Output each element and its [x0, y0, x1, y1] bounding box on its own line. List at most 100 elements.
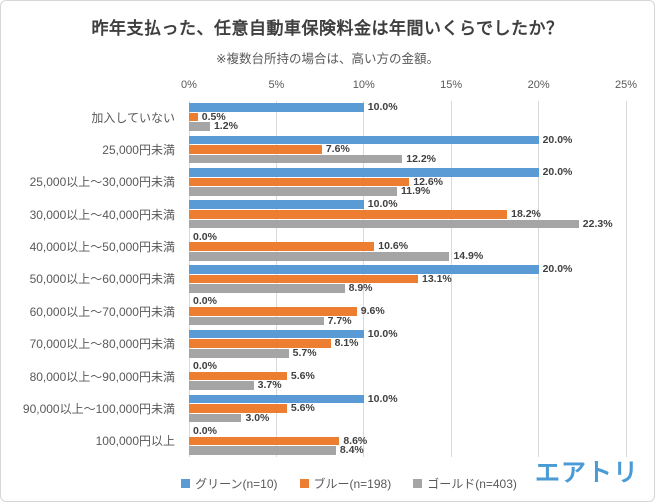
bar-value-label: 9.6%	[360, 305, 385, 318]
bar-value-label: 22.3%	[582, 217, 613, 230]
bar-value-label: 7.7%	[327, 314, 352, 327]
category-label: 100,000円以上	[95, 434, 175, 449]
bar-row: 10.0%	[189, 101, 626, 114]
legend-label: グリーン(n=10)	[195, 477, 278, 491]
bar-value-label: 0.0%	[193, 360, 217, 373]
bar	[189, 284, 345, 293]
bar	[189, 329, 364, 339]
legend-swatch	[299, 479, 309, 488]
bar-row: 0.0%	[189, 424, 626, 437]
bar-row: 20.0%	[189, 264, 626, 274]
bar-group: 10.0% 8.1% 5.7%	[189, 328, 626, 360]
bar-row: 3.0%	[189, 411, 626, 424]
bar	[189, 316, 324, 326]
bar-value-label: 10.0%	[367, 198, 398, 211]
bar-group: 0.0% 8.6% 8.4%	[189, 425, 626, 457]
x-axis-tick-label: 15%	[440, 79, 463, 91]
bar-value-label: 5.6%	[290, 402, 315, 415]
legend: グリーン(n=10) ブルー(n=198) ゴールド(n=403)	[129, 475, 569, 492]
bar-group: 20.0% 7.6% 12.2%	[189, 133, 626, 165]
bar-value-label: 3.7%	[257, 379, 282, 392]
bar-row: 10.0%	[189, 327, 626, 340]
bar-row: 8.6%	[189, 434, 626, 447]
bar	[189, 209, 508, 219]
bar	[189, 349, 289, 358]
bar-value-label: 10.0%	[367, 101, 398, 114]
bar	[189, 394, 364, 404]
bar-row: 20.0%	[189, 135, 626, 145]
bar-row: 12.6%	[189, 177, 626, 187]
bar-value-label: 7.6%	[325, 143, 350, 156]
bar-row: 0.0%	[189, 296, 626, 306]
bar-row: 5.7%	[189, 347, 626, 359]
bar-value-label: 5.7%	[292, 347, 317, 359]
bar-value-label: 5.6%	[290, 369, 315, 382]
bar-value-label: 0.5%	[201, 110, 226, 123]
x-axis: 0% 5% 10% 15% 20% 25%	[181, 79, 637, 93]
legend-label: ゴールド(n=403)	[427, 477, 517, 491]
bar-value-label: 10.0%	[367, 392, 398, 405]
bar-row: 0.0%	[189, 232, 626, 242]
bar-value-label: 20.0%	[542, 166, 573, 178]
x-axis-tick-label: 25%	[614, 79, 638, 91]
legend-swatch	[181, 479, 191, 488]
bar	[189, 371, 287, 381]
bar	[189, 219, 579, 229]
bar-group: 20.0% 12.6% 11.9%	[189, 166, 626, 198]
bar-row: 5.6%	[189, 402, 626, 415]
bar	[189, 154, 403, 164]
bar-group: 20.0% 13.1% 8.9%	[189, 263, 626, 295]
bar-row: 10.0%	[189, 392, 626, 405]
bar-row: 3.7%	[189, 379, 626, 392]
plot-area: 10.0% 0.5% 1.2% 20.0% 7.6% 12.2% 20.0% 12.6% 11.…	[188, 101, 627, 457]
bar	[189, 339, 331, 348]
bar-row: 20.0%	[189, 166, 626, 178]
bar-row: 14.9%	[189, 251, 626, 261]
x-axis-tick-label: 5%	[268, 79, 285, 91]
chart-title: 昨年支払った、任意自動車保険料金は年間いくらでしたか？	[91, 19, 564, 38]
legend-item: ブルー(n=198)	[299, 475, 392, 492]
gridline	[538, 101, 540, 457]
legend-item: グリーン(n=10)	[181, 475, 278, 492]
bar	[189, 274, 418, 284]
bar-row: 8.9%	[189, 282, 626, 295]
category-label: 40,000以上～50,000円未満	[29, 240, 175, 255]
legend-swatch	[413, 479, 423, 488]
category-label: 70,000以上～80,000円未満	[29, 337, 175, 352]
bar-row: 0.5%	[189, 110, 626, 123]
gridline	[450, 101, 452, 457]
bar-value-label: 0.0%	[193, 424, 217, 437]
bar-value-label: 18.2%	[511, 207, 541, 220]
bar-group: 0.0% 5.6% 3.7%	[189, 360, 626, 392]
bar-group: 10.0% 18.2% 22.3%	[189, 198, 626, 230]
x-axis-tick-label: 0%	[181, 79, 197, 91]
category-label: 25,000以上～30,000円未満	[29, 175, 175, 190]
bar	[189, 187, 397, 196]
bar	[189, 381, 254, 390]
bar-value-label: 8.9%	[348, 282, 373, 295]
bar-value-label: 3.0%	[245, 411, 270, 424]
bar-row: 12.2%	[189, 154, 626, 164]
bar	[189, 168, 539, 177]
bar-row: 5.6%	[189, 369, 626, 382]
bar-row: 9.6%	[189, 305, 626, 318]
bar-value-label: 8.6%	[343, 434, 368, 447]
chart-subtitle: ※複数台所持の場合は、高い方の金額。	[216, 52, 439, 66]
brand-logo: エアトリ	[534, 459, 639, 487]
bar-row: 13.1%	[189, 274, 626, 284]
bar-value-label: 10.0%	[367, 327, 398, 340]
bar-row: 7.6%	[189, 143, 626, 156]
bar	[189, 446, 336, 455]
bar	[189, 436, 340, 446]
bar-value-label: 11.9%	[401, 185, 431, 198]
bar-row: 8.1%	[189, 338, 626, 348]
category-axis: 加入していない 25,000円未満 25,000以上～30,000円未満 30,000…	[1, 101, 182, 457]
bar	[189, 135, 539, 145]
bar	[189, 251, 450, 261]
bar-row: 10.6%	[189, 241, 626, 251]
category-label: 50,000以上～60,000円未満	[29, 272, 175, 287]
bar-group: 10.0% 0.5% 1.2%	[189, 101, 626, 133]
legend-label: ブルー(n=198)	[313, 477, 392, 491]
bar	[189, 265, 539, 274]
